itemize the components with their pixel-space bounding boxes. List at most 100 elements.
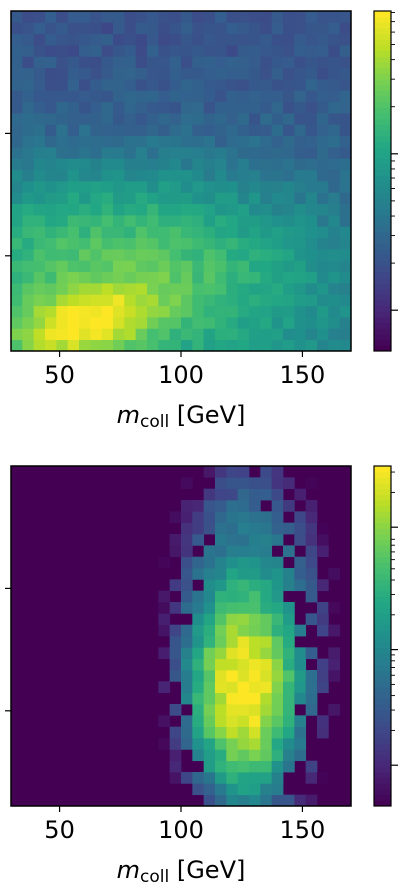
heatmap-cell: [328, 67, 341, 80]
heatmap-cell: [147, 22, 159, 35]
heatmap-cell: [90, 294, 103, 307]
heatmap-cell: [294, 624, 307, 637]
heatmap-cell: [215, 613, 227, 626]
heatmap-cell: [305, 33, 318, 46]
heatmap-cell: [305, 294, 318, 307]
heatmap-cell: [317, 226, 329, 239]
heatmap-cell: [158, 169, 171, 182]
heatmap-cell: [215, 124, 227, 137]
colorbar-segment: [374, 670, 391, 677]
heatmap-cell: [79, 135, 91, 148]
heatmap-cell: [147, 56, 159, 69]
heatmap-cell: [56, 192, 69, 205]
heatmap-cell: [158, 590, 171, 603]
heatmap-cell: [56, 271, 69, 284]
heatmap-cell: [317, 135, 329, 148]
heatmap-cell: [339, 22, 352, 35]
heatmap-cell: [113, 339, 125, 352]
heatmap-cell: [90, 135, 103, 148]
heatmap-cell: [22, 283, 35, 295]
heatmap-cell: [294, 647, 307, 660]
heatmap-cell: [181, 579, 193, 592]
heatmap-cell: [249, 67, 261, 80]
heatmap-cell: [22, 135, 35, 148]
heatmap-cell: [203, 101, 216, 114]
heatmap-cell: [101, 113, 114, 125]
heatmap-cell: [79, 305, 91, 318]
heatmap-cell: [147, 215, 159, 227]
heatmap-cell: [181, 500, 193, 512]
colorbar-segment: [374, 528, 391, 535]
heatmap-cell: [90, 249, 103, 261]
heatmap-cell: [158, 101, 171, 114]
colorbar-segment: [374, 11, 391, 18]
colorbar-segment: [374, 551, 391, 558]
heatmap-cell: [101, 317, 114, 329]
heatmap-cell: [237, 511, 250, 524]
heatmap-cell: [249, 158, 261, 171]
heatmap-cell: [215, 56, 227, 69]
heatmap-cell: [203, 79, 216, 91]
heatmap-cell: [328, 670, 341, 682]
heatmap-cell: [90, 79, 103, 91]
heatmap-cell: [237, 568, 250, 580]
heatmap-cell: [181, 624, 193, 637]
heatmap-cell: [158, 33, 171, 46]
heatmap-cell: [45, 181, 57, 193]
heatmap-cell: [317, 237, 329, 250]
heatmap-cell: [11, 101, 23, 114]
heatmap-cell: [181, 169, 193, 182]
heatmap-cell: [317, 79, 329, 91]
heatmap-cell: [203, 339, 216, 352]
heatmap-cell: [305, 772, 318, 784]
heatmap-cell: [192, 602, 205, 614]
x-axis-label-unit: [GeV]: [169, 856, 245, 884]
heatmap-cell: [67, 271, 80, 284]
heatmap-cell: [135, 158, 148, 171]
heatmap-cell: [11, 90, 23, 103]
heatmap-cell: [249, 772, 261, 784]
heatmap-cell: [260, 692, 273, 705]
heatmap-cell: [305, 328, 318, 341]
heatmap-cell: [237, 794, 250, 807]
heatmap-cell: [249, 294, 261, 307]
heatmap-cell: [203, 45, 216, 57]
heatmap-cell: [237, 181, 250, 193]
heatmap-cell: [90, 339, 103, 352]
heatmap-cell: [124, 260, 137, 273]
heatmap-cell: [249, 522, 261, 535]
heatmap-cell: [203, 328, 216, 341]
heatmap-cell: [260, 488, 273, 501]
colorbar-segment: [374, 96, 391, 103]
heatmap-cell: [67, 124, 80, 137]
heatmap-cell: [158, 45, 171, 57]
heatmap-cell: [192, 339, 205, 352]
colorbar-segment: [374, 175, 391, 182]
heatmap-cell: [169, 249, 182, 261]
heatmap-cell: [192, 783, 205, 796]
heatmap-cell: [124, 317, 137, 329]
heatmap-cell: [226, 590, 239, 603]
heatmap-cell: [237, 124, 250, 137]
heatmap-cell: [135, 249, 148, 261]
heatmap-cell: [90, 56, 103, 69]
heatmap-cell: [56, 181, 69, 193]
heatmap-cell: [181, 647, 193, 660]
heatmap-cell: [113, 56, 125, 69]
heatmap-cell: [305, 613, 318, 626]
heatmap-cell: [79, 124, 91, 137]
heatmap-cell: [339, 169, 352, 182]
heatmap-cell: [90, 45, 103, 57]
colorbar-segment: [374, 147, 391, 154]
colorbar-segment: [374, 539, 391, 546]
heatmap-cell: [79, 56, 91, 69]
heatmap-cell: [249, 624, 261, 637]
heatmap-cell: [339, 113, 352, 125]
heatmap-cell: [113, 90, 125, 103]
heatmap-cell: [294, 79, 307, 91]
heatmap-cell: [271, 11, 284, 23]
heatmap-cell: [147, 203, 159, 216]
heatmap-cell: [169, 124, 182, 137]
heatmap-cell: [101, 328, 114, 341]
heatmap-cell: [317, 602, 329, 614]
